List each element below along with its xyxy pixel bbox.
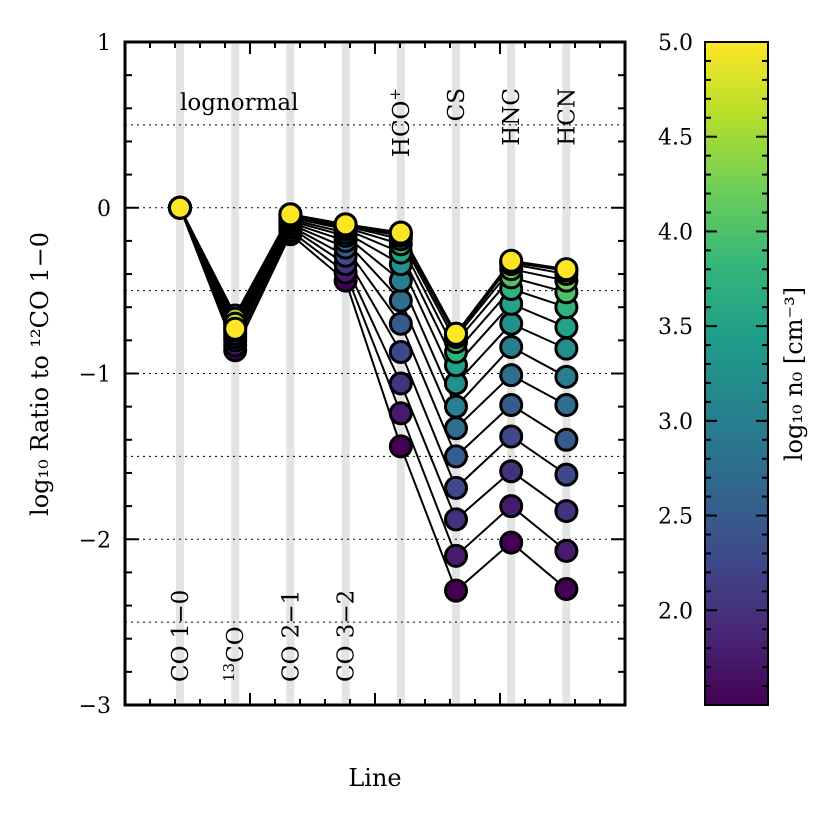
data-point: [499, 248, 524, 273]
colorbar-title: log₁₀ n₀ [cm⁻³]: [780, 287, 808, 461]
data-point: [444, 578, 468, 603]
colorbar-gradient: [705, 42, 768, 705]
category-label: CO 2−1: [278, 590, 304, 682]
data-point: [499, 392, 524, 417]
y-axis-title: log₁₀ Ratio to ¹²CO 1−0: [26, 232, 54, 516]
data-point: [554, 257, 579, 282]
data-point: [388, 434, 413, 459]
category-label: CO 1−0: [168, 590, 194, 682]
data-point: [444, 507, 468, 532]
x-axis-title: Line: [348, 764, 401, 792]
data-point: [499, 424, 524, 449]
data-point: [388, 371, 413, 396]
colorbar-tick-label: 5.0: [658, 31, 693, 56]
data-point: [499, 530, 524, 555]
y-tick-label: −3: [79, 694, 111, 719]
category-label: HCO+: [386, 88, 415, 157]
data-point: [499, 459, 524, 484]
data-point: [499, 494, 524, 519]
data-point: [388, 220, 413, 245]
category-label: 13CO: [220, 626, 249, 682]
data-point: [499, 334, 524, 359]
category-label: HNC: [499, 88, 525, 146]
plot-frame: [123, 40, 627, 707]
y-tick-label: 1: [97, 31, 111, 56]
y-tick-label: 0: [97, 197, 111, 222]
colorbar-tick-label: 4.0: [658, 220, 693, 245]
data-point: [554, 392, 579, 417]
data-point: [499, 311, 524, 336]
colorbar-tick-label: 2.0: [658, 599, 693, 624]
colorbar-tick-label: 3.0: [658, 410, 693, 435]
data-point: [554, 576, 579, 601]
data-point: [333, 212, 358, 237]
data-point: [444, 416, 468, 441]
data-point: [278, 202, 303, 227]
data-point: [223, 316, 248, 341]
data-point: [554, 364, 579, 389]
data-point: [444, 475, 468, 500]
colorbar-tick-label: 4.5: [658, 126, 693, 151]
lognormal-annotation: lognormal: [180, 90, 298, 116]
colorbar-tick-label: 2.5: [658, 505, 693, 530]
category-label: HCN: [554, 88, 580, 146]
colorbar-frame: [704, 41, 769, 706]
data-point: [554, 315, 579, 340]
data-point: [388, 311, 413, 336]
data-point: [554, 499, 579, 524]
data-point: [388, 288, 413, 313]
data-point: [168, 195, 192, 220]
data-point: [444, 394, 468, 419]
data-point: [554, 538, 579, 563]
data-point: [554, 427, 579, 452]
data-point: [499, 363, 524, 388]
data-point: [554, 336, 579, 361]
data-point: [388, 401, 413, 426]
category-label: CS: [444, 88, 470, 121]
data-point: [444, 543, 468, 568]
data-point: [444, 321, 468, 346]
data-point: [554, 462, 579, 487]
colorbar-tick-label: 3.5: [658, 315, 693, 340]
y-tick-label: −1: [79, 363, 111, 388]
y-tick-label: −2: [79, 528, 111, 553]
category-label: CO 3−2: [334, 590, 360, 682]
data-point: [388, 339, 413, 364]
data-point: [444, 444, 468, 469]
